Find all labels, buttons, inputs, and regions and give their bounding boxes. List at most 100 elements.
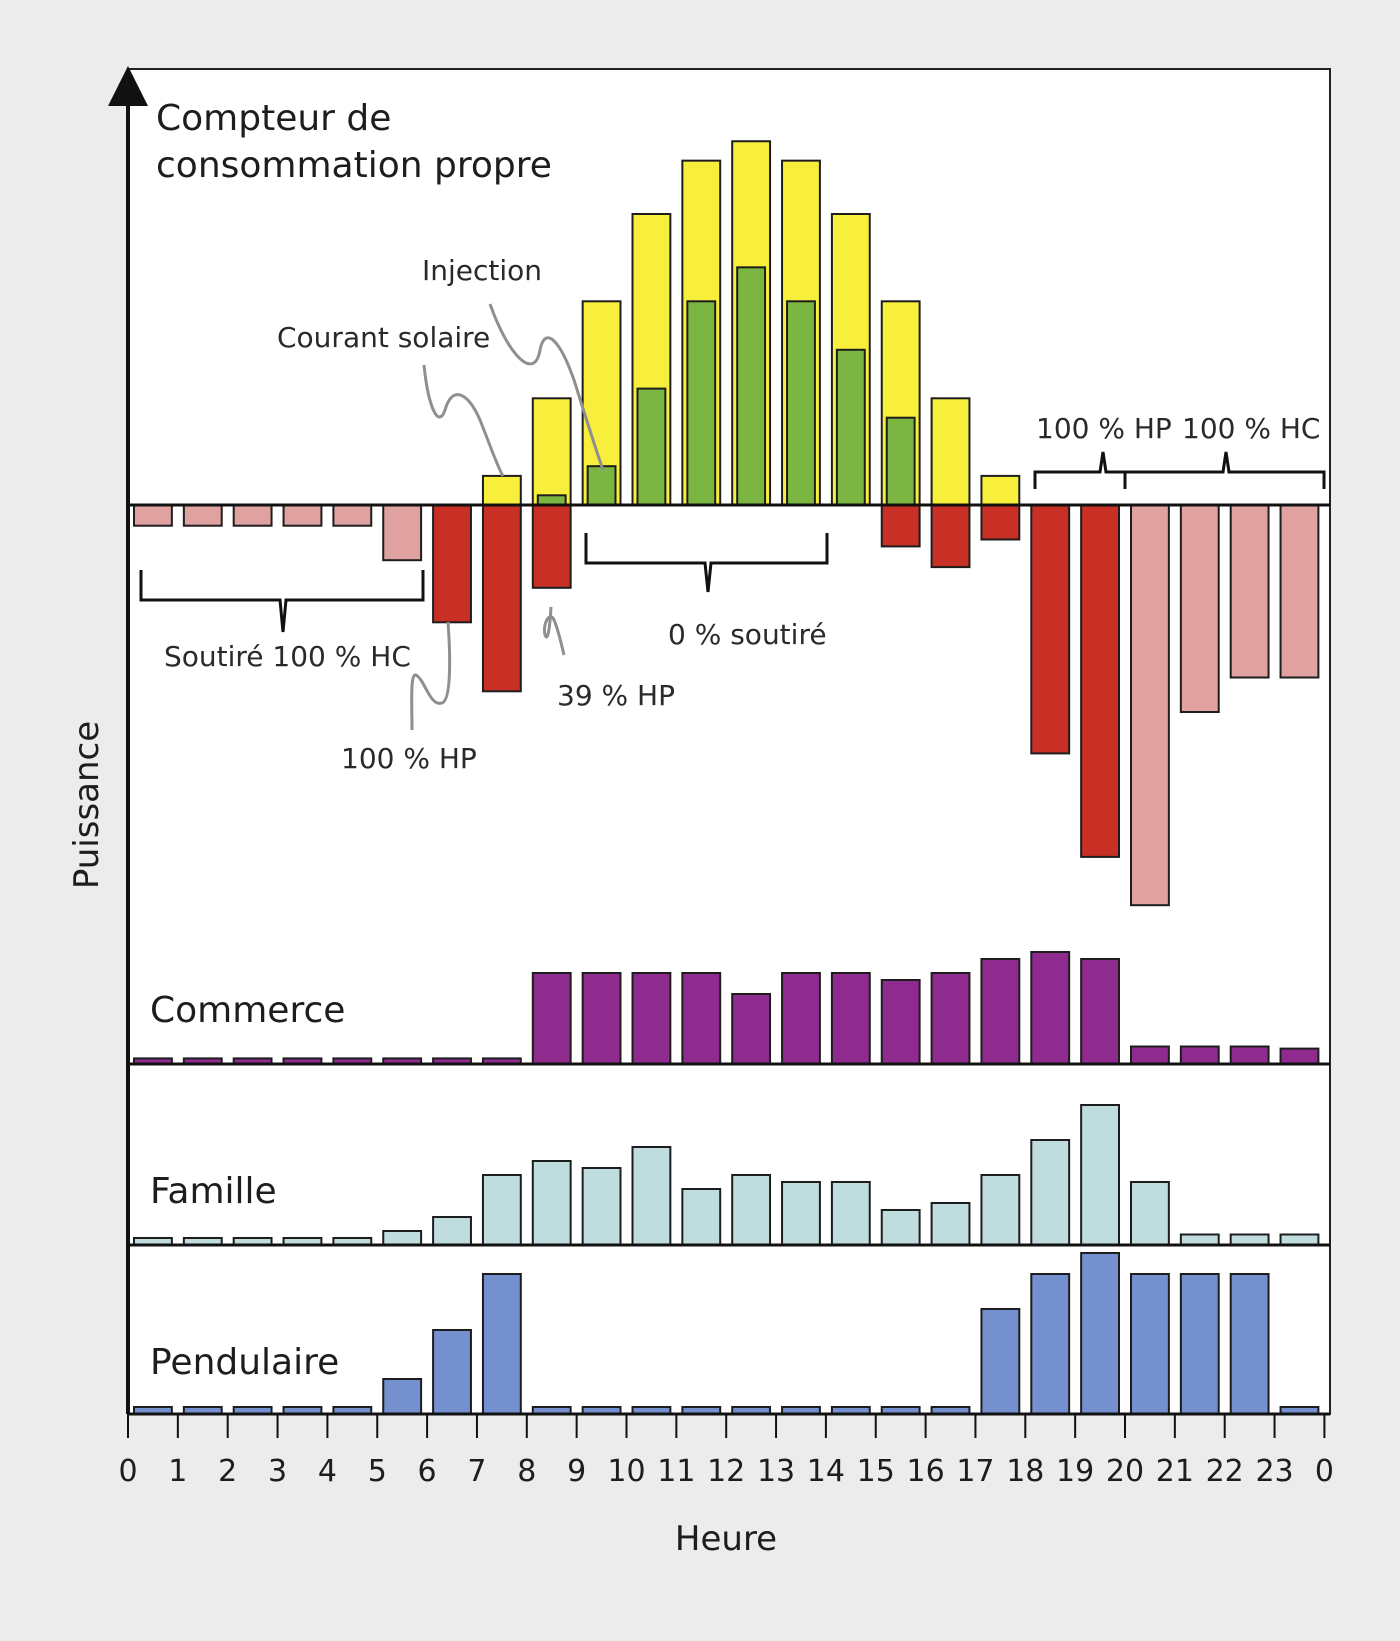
- annotation-lines-layer: [139, 303, 1326, 731]
- commerce-bar-19: [1080, 958, 1121, 1065]
- x-tick-label-2: 2: [218, 1454, 237, 1489]
- family-bar-17: [980, 1174, 1021, 1246]
- commerce-title: Commerce: [150, 990, 345, 1031]
- family-bar-22: [1229, 1233, 1270, 1246]
- family-bar-20: [1130, 1181, 1170, 1246]
- self-consumption-bar-14: [835, 348, 866, 506]
- grid-import-bar-18: [1030, 504, 1071, 755]
- low-tariff-draw-label: Soutiré 100 % HC: [164, 640, 411, 673]
- commerce-bar-18: [1030, 951, 1071, 1065]
- grid-import-bar-3: [282, 504, 323, 527]
- family-bar-9: [581, 1167, 622, 1246]
- self-consumption-bar-15: [885, 416, 916, 507]
- x-axis-title: Heure: [675, 1519, 777, 1559]
- commerce-bar-16: [930, 972, 971, 1065]
- grid-import-bar-6: [432, 504, 472, 624]
- zero-draw-label: 0 % soutiré: [668, 618, 827, 651]
- family-bar-16: [930, 1202, 971, 1246]
- x-tick-label-11: 11: [657, 1454, 695, 1489]
- solar-bar-7: [481, 474, 522, 506]
- commerce-bar-9: [581, 972, 622, 1065]
- partial-high-tariff-label: 39 % HP: [557, 679, 675, 712]
- solar-bar-8: [531, 397, 572, 506]
- x-tick-label-9: 9: [567, 1454, 586, 1489]
- grid-import-bar-5: [382, 504, 423, 562]
- x-tick-label-4: 4: [318, 1454, 337, 1489]
- commuter-bar-7: [481, 1273, 522, 1415]
- evening-low-tariff-brace: [1123, 451, 1326, 489]
- grid-import-bar-2: [232, 504, 273, 527]
- solar-bar-16: [930, 397, 971, 506]
- family-bar-11: [681, 1188, 722, 1246]
- partial-high-tariff-leader: [543, 606, 566, 656]
- high-tariff-leader: [410, 621, 452, 731]
- commerce-bar-13: [781, 972, 821, 1065]
- labels-layer: Heure Puissance Compteur de consommation pr…: [67, 98, 777, 1559]
- commerce-bar-11: [681, 972, 722, 1065]
- self-consumption-bar-12: [736, 266, 767, 506]
- low-tariff-brace: [139, 570, 425, 633]
- x-tick-label-3: 3: [268, 1454, 287, 1489]
- evening-low-tariff-label: 100 % HC: [1182, 412, 1320, 445]
- self-consumption-bar-13: [786, 300, 816, 506]
- commerce-bar-14: [830, 972, 871, 1065]
- family-bar-15: [880, 1209, 921, 1246]
- x-tick-label-13: 13: [757, 1454, 795, 1489]
- family-bar-8: [531, 1160, 572, 1246]
- x-tick-label-22: 22: [1206, 1454, 1244, 1489]
- family-bar-14: [830, 1181, 871, 1246]
- commerce-bar-15: [880, 979, 921, 1065]
- grid-import-bar-8: [531, 504, 572, 589]
- commuter-bar-20: [1130, 1273, 1170, 1415]
- commerce-bar-17: [980, 958, 1021, 1065]
- family-title: Famille: [150, 1171, 277, 1212]
- grid-import-bar-21: [1179, 504, 1220, 713]
- x-tick-label-5: 5: [368, 1454, 387, 1489]
- solar-bar-17: [980, 474, 1021, 506]
- grid-import-bar-20: [1130, 504, 1170, 907]
- commuter-bar-22: [1229, 1273, 1270, 1415]
- commuter-bar-18: [1030, 1273, 1071, 1415]
- x-tick-label-15: 15: [857, 1454, 895, 1489]
- grid-import-bar-23: [1279, 504, 1320, 679]
- commerce-bar-20: [1130, 1045, 1170, 1065]
- commerce-bar-12: [731, 993, 772, 1065]
- family-bar-19: [1080, 1104, 1121, 1246]
- commerce-bar-23: [1279, 1047, 1320, 1065]
- grid-import-bar-22: [1229, 504, 1270, 679]
- family-bar-6: [432, 1216, 472, 1246]
- family-bar-23: [1279, 1233, 1320, 1246]
- self-consumption-bar-11: [686, 300, 717, 506]
- self-consumption-bar-10: [636, 387, 667, 507]
- family-bar-10: [631, 1146, 672, 1246]
- family-bar-13: [781, 1181, 821, 1246]
- commuter-bar-21: [1179, 1273, 1220, 1415]
- grid-import-bar-7: [481, 504, 522, 693]
- x-tick-label-24: 0: [1315, 1454, 1334, 1489]
- x-tick-label-16: 16: [907, 1454, 945, 1489]
- grid-import-bar-0: [133, 504, 173, 527]
- x-tick-label-17: 17: [956, 1454, 994, 1489]
- commerce-bar-10: [631, 972, 672, 1065]
- x-tick-label-0: 0: [118, 1454, 137, 1489]
- injection-leader: [488, 303, 605, 471]
- x-tick-label-10: 10: [607, 1454, 645, 1489]
- commuter-title: Pendulaire: [150, 1342, 339, 1383]
- family-bar-21: [1179, 1233, 1220, 1246]
- annotation-text-layer: Injection Courant solaire Soutiré 100 % HC…: [164, 254, 1320, 775]
- x-tick-label-12: 12: [707, 1454, 745, 1489]
- plot-background: [127, 68, 1331, 1415]
- family-bar-18: [1030, 1139, 1071, 1246]
- commuter-bar-6: [432, 1329, 472, 1415]
- evening-high-tariff-label: 100 % HP: [1036, 412, 1172, 445]
- x-tick-label-23: 23: [1255, 1454, 1293, 1489]
- ticks-layer: 0 1 2 3 4 5 6 7 8 9 10 11 12 13 14 15 16 17 18 19 20 21 22 23 0: [118, 1414, 1334, 1489]
- commerce-bar-8: [531, 972, 572, 1065]
- x-tick-label-21: 21: [1156, 1454, 1194, 1489]
- commuter-bar-5: [382, 1378, 423, 1415]
- commuter-bar-17: [980, 1308, 1021, 1415]
- meter-title-line-1: Compteur de: [156, 98, 391, 139]
- x-tick-label-8: 8: [517, 1454, 536, 1489]
- family-bar-5: [382, 1230, 423, 1246]
